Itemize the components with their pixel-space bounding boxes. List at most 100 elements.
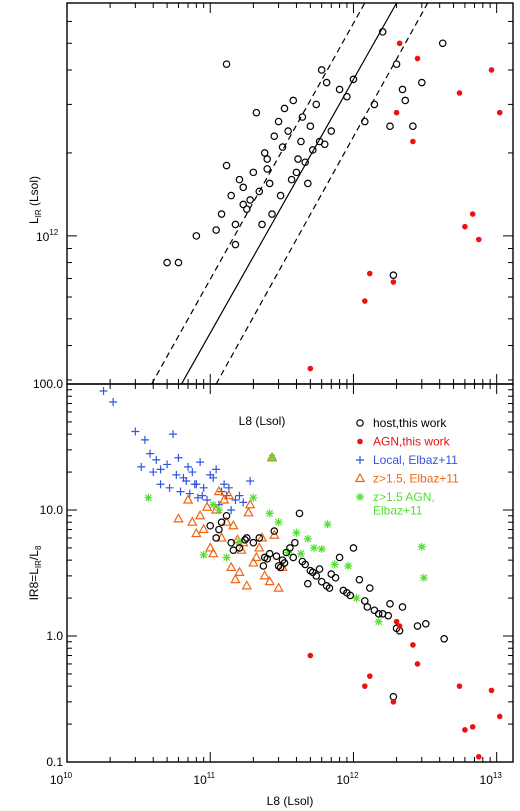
data-point-open-circle — [392, 60, 401, 68]
data-point-asterisk — [199, 550, 208, 559]
bottom-y-axis-label: IR8=LIR/L8 — [27, 545, 43, 600]
data-point-plus — [235, 491, 244, 500]
data-point-filled-circle — [307, 652, 314, 659]
data-point-filled-circle — [475, 753, 482, 760]
data-point-plus — [239, 498, 248, 507]
data-point-open-circle — [422, 619, 430, 628]
data-point-plus — [146, 449, 155, 458]
data-point-open-circle — [306, 122, 315, 131]
data-point-asterisk — [209, 500, 218, 509]
data-point-asterisk — [374, 617, 383, 626]
bottom-x-tick-label: 1013 — [480, 771, 503, 787]
data-point-open-circle — [227, 191, 235, 200]
data-point-open-circle — [409, 122, 417, 131]
bottom-y-tick-label: 100.0 — [33, 377, 63, 391]
data-point-asterisk — [296, 549, 305, 558]
data-point-open-circle — [255, 187, 264, 196]
data-point-plus — [185, 489, 194, 498]
data-point-filled-circle — [393, 109, 400, 116]
relation-line-dashed — [151, 3, 366, 384]
data-point-open-circle — [217, 518, 226, 527]
bottom-panel-annotation: L8 (Lsol) — [239, 414, 286, 428]
data-point-plus — [165, 483, 174, 492]
text-layer: LIR (Lsol) 1012 0.1 1.0 10.0 100.0 1010 1011 101… — [27, 176, 502, 808]
data-point-open-circle — [308, 568, 317, 577]
data-point-plus — [198, 491, 207, 500]
legend-entry-label: Elbaz+11 — [373, 504, 423, 518]
data-point-asterisk — [419, 573, 428, 582]
data-point-open-circle — [268, 210, 276, 218]
data-point-open-circle — [174, 258, 183, 267]
data-point-open-circle — [335, 553, 344, 562]
bottom-x-axis-label: L8 (Lsol) — [267, 794, 314, 808]
top-y-tick-label: 1012 — [36, 228, 59, 244]
data-point-open-circle — [239, 183, 248, 192]
data-point-open-circle — [231, 240, 240, 249]
data-point-open-triangle — [244, 499, 256, 509]
data-point-plus — [193, 493, 202, 502]
data-point-filled-circle — [414, 55, 421, 62]
legend-entry-label: Local, Elbaz+11 — [373, 453, 458, 467]
data-point-asterisk — [352, 594, 361, 603]
data-point-asterisk — [309, 543, 318, 552]
data-point-asterisk — [323, 520, 332, 529]
data-point-open-circle — [274, 562, 283, 570]
bottom-x-tick-label: 1012 — [336, 771, 359, 787]
data-point-open-circle — [297, 137, 305, 146]
data-point-open-triangle — [259, 570, 270, 580]
data-point-open-circle — [215, 525, 223, 534]
bottom-x-tick-label: 1010 — [50, 771, 73, 787]
data-point-open-circle — [339, 586, 348, 595]
data-point-open-triangle — [234, 566, 245, 576]
data-point-open-circle — [246, 196, 254, 204]
data-point-plus — [188, 468, 197, 477]
data-point-open-circle — [378, 28, 387, 36]
data-point-open-circle — [298, 113, 307, 121]
data-point-plus — [212, 465, 221, 474]
legend-entry-label: z>1.5 AGN, — [373, 490, 435, 504]
relation-line-solid — [180, 3, 398, 384]
data-point-open-triangle — [205, 542, 216, 552]
data-point-plus — [137, 462, 146, 471]
data-point-open-circle — [284, 127, 292, 135]
data-point-open-circle — [263, 155, 272, 163]
data-point-filled-circle — [469, 724, 476, 730]
data-point-filled-circle — [496, 713, 503, 720]
data-point-open-circle — [349, 75, 358, 84]
data-point-asterisk — [222, 553, 231, 562]
data-point-open-circle — [255, 534, 264, 542]
data-point-open-circle — [242, 534, 251, 542]
data-point-open-circle — [363, 603, 372, 611]
data-point-open-circle — [413, 622, 422, 630]
data-point-open-circle — [274, 117, 283, 126]
data-point-open-circle — [249, 168, 258, 177]
data-point-filled-circle — [390, 279, 397, 285]
data-point-open-triangle — [254, 542, 265, 552]
data-point-open-circle — [417, 78, 426, 87]
data-point-open-circle — [438, 39, 447, 48]
data-point-asterisk — [235, 537, 244, 546]
data-point-plus — [156, 465, 165, 474]
data-point-open-circle — [389, 692, 398, 701]
data-point-open-circle — [398, 85, 407, 94]
data-point-filled-circle — [366, 673, 373, 679]
data-point-asterisk — [144, 493, 153, 502]
data-point-filled-circle — [361, 683, 368, 689]
data-point-open-circle — [384, 611, 393, 620]
data-point-plus — [231, 496, 240, 505]
data-point-open-triangle — [182, 494, 194, 504]
data-point-open-circle — [270, 527, 279, 535]
legend-entry-label: host,this work — [373, 416, 447, 430]
data-point-plus — [149, 468, 158, 477]
data-point-open-circle — [241, 536, 249, 544]
bottom-panel-frame — [66, 383, 514, 763]
data-point-open-circle — [327, 570, 336, 578]
axes-layer — [66, 2, 514, 763]
data-point-open-triangle — [273, 582, 284, 592]
top-panel-frame — [66, 2, 514, 385]
data-point-filled-circle — [410, 138, 416, 145]
data-point-filled-circle — [462, 223, 468, 230]
data-point-plus — [220, 480, 229, 489]
data-point-open-circle — [308, 146, 317, 154]
